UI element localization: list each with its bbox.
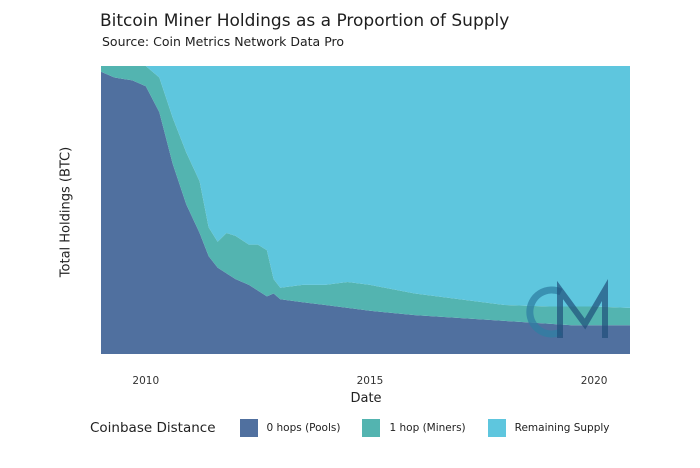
x-tick-label-2015: 2015 xyxy=(357,375,384,387)
area-layers xyxy=(101,66,630,355)
area-remaining xyxy=(101,66,630,308)
cm-logo-watermark xyxy=(526,278,608,338)
legend-title: Coinbase Distance xyxy=(90,420,216,436)
legend-label-miners: 1 hop (Miners) xyxy=(389,422,466,434)
x-tick-label-2010: 2010 xyxy=(132,375,159,387)
chart-title: Bitcoin Miner Holdings as a Proportion o… xyxy=(100,11,510,31)
legend-swatch-remaining xyxy=(487,419,506,437)
legend-label-pools: 0 hops (Pools) xyxy=(266,422,341,434)
x-tick-label-2020: 2020 xyxy=(581,375,608,387)
legend-swatch-miners xyxy=(362,419,381,437)
legend-item-remaining: Remaining Supply xyxy=(487,419,610,437)
x-axis-label: Date xyxy=(350,391,382,406)
legend-label-remaining: Remaining Supply xyxy=(514,422,610,434)
x-axis-ticks: 2010 2015 2020 xyxy=(132,375,607,387)
area-pools xyxy=(101,71,630,355)
area-miners xyxy=(101,66,630,326)
legend-item-miners: 1 hop (Miners) xyxy=(362,419,466,437)
legend-item-pools: 0 hops (Pools) xyxy=(239,419,341,437)
legend-swatch-pools xyxy=(239,419,258,437)
chart-subtitle: Source: Coin Metrics Network Data Pro xyxy=(102,34,345,49)
legend: Coinbase Distance 0 hops (Pools) 1 hop (… xyxy=(90,419,632,437)
